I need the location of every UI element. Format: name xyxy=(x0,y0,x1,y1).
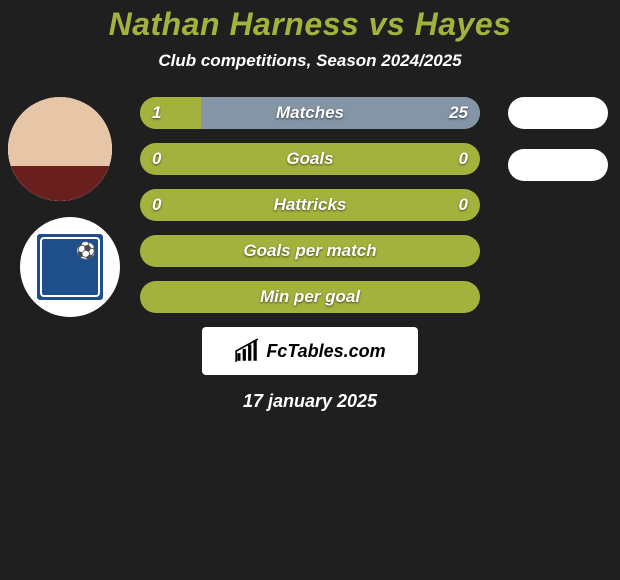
left-player-club-badge xyxy=(20,217,120,317)
watermark-text: FcTables.com xyxy=(266,341,385,362)
bar-value-right: 25 xyxy=(449,97,468,129)
watermark: FcTables.com xyxy=(202,327,418,375)
stat-bars: Matches125Goals00Hattricks00Goals per ma… xyxy=(140,97,480,313)
bar-value-left: 0 xyxy=(152,189,161,221)
right-player-column xyxy=(508,97,608,201)
stat-bar: Hattricks0 0 xyxy=(140,189,480,221)
stat-bar: Goals per match xyxy=(140,235,480,267)
bar-label: Min per goal xyxy=(140,281,480,313)
bar-value-right: 0 xyxy=(459,143,468,175)
left-player-column xyxy=(8,97,120,317)
bar-label: Matches xyxy=(140,97,480,129)
bar-label: Hattricks xyxy=(140,189,480,221)
right-player-photo-placeholder xyxy=(508,97,608,129)
subtitle: Club competitions, Season 2024/2025 xyxy=(0,51,620,71)
bar-chart-icon xyxy=(234,338,260,364)
bar-label: Goals xyxy=(140,143,480,175)
stat-bar: Goals0 0 xyxy=(140,143,480,175)
club-badge-icon xyxy=(34,231,106,303)
right-player-club-placeholder xyxy=(508,149,608,181)
bar-value-left: 0 xyxy=(152,143,161,175)
stat-bar: Matches1 25 xyxy=(140,97,480,129)
bar-label: Goals per match xyxy=(140,235,480,267)
left-player-photo xyxy=(8,97,112,201)
bar-value-right: 0 xyxy=(459,189,468,221)
face-placeholder-icon xyxy=(8,97,112,201)
stat-bar: Min per goal xyxy=(140,281,480,313)
bar-value-left: 1 xyxy=(152,97,161,129)
comparison-stage: Matches125Goals00Hattricks00Goals per ma… xyxy=(0,97,620,313)
date-label: 17 january 2025 xyxy=(0,391,620,412)
page-title: Nathan Harness vs Hayes xyxy=(0,0,620,43)
